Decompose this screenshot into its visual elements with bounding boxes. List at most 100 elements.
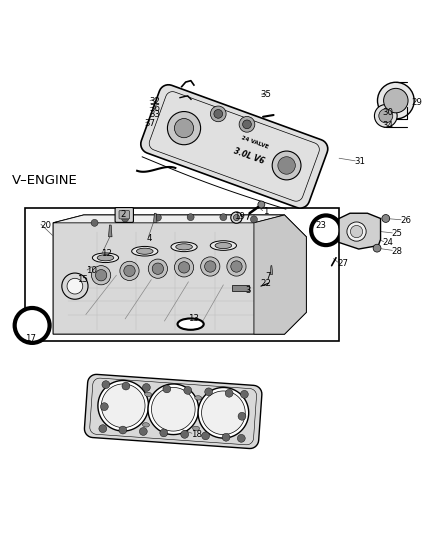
Circle shape (152, 263, 163, 274)
Circle shape (379, 109, 393, 123)
Circle shape (222, 433, 230, 441)
Circle shape (278, 157, 295, 174)
Circle shape (225, 389, 233, 397)
Text: 29: 29 (411, 98, 422, 107)
Text: 20: 20 (40, 221, 51, 230)
Text: 30: 30 (383, 108, 394, 117)
Circle shape (210, 106, 226, 122)
Polygon shape (85, 374, 262, 448)
Circle shape (154, 214, 161, 221)
Circle shape (119, 426, 127, 434)
Bar (25, 207, 339, 341)
Circle shape (201, 257, 220, 276)
Text: V–ENGINE: V–ENGINE (12, 174, 78, 187)
Polygon shape (101, 384, 145, 427)
Circle shape (231, 212, 242, 223)
Text: 15: 15 (77, 275, 88, 284)
Text: 13: 13 (188, 314, 199, 324)
Polygon shape (53, 215, 285, 223)
Polygon shape (152, 387, 195, 431)
Circle shape (91, 220, 98, 227)
Ellipse shape (137, 248, 153, 254)
Ellipse shape (210, 241, 237, 251)
Circle shape (163, 385, 171, 393)
Circle shape (272, 151, 301, 180)
Circle shape (102, 381, 110, 389)
Circle shape (92, 265, 111, 285)
Circle shape (201, 432, 209, 440)
Text: 25: 25 (392, 229, 403, 238)
Circle shape (184, 386, 192, 394)
Circle shape (214, 109, 223, 118)
Text: 3: 3 (245, 286, 251, 295)
Text: 10: 10 (86, 266, 97, 276)
Circle shape (205, 388, 212, 396)
Text: 32: 32 (149, 97, 160, 106)
Ellipse shape (142, 423, 149, 427)
Polygon shape (201, 391, 245, 434)
Text: 1: 1 (263, 207, 268, 216)
Circle shape (62, 273, 88, 299)
Ellipse shape (97, 255, 114, 261)
Circle shape (178, 262, 190, 273)
Circle shape (100, 403, 108, 410)
Text: 23: 23 (315, 221, 326, 230)
Circle shape (373, 244, 381, 252)
Circle shape (120, 261, 139, 280)
Circle shape (205, 261, 216, 272)
Circle shape (251, 216, 258, 223)
Circle shape (374, 104, 397, 127)
Ellipse shape (171, 242, 197, 252)
Ellipse shape (193, 426, 200, 431)
Circle shape (122, 215, 129, 222)
Circle shape (148, 259, 167, 278)
Polygon shape (148, 384, 198, 434)
Polygon shape (270, 265, 273, 274)
Text: 28: 28 (392, 247, 403, 256)
Polygon shape (198, 387, 249, 438)
Ellipse shape (92, 253, 119, 263)
Text: 36: 36 (149, 104, 160, 113)
Circle shape (167, 111, 201, 145)
Text: 18: 18 (191, 430, 201, 439)
Circle shape (122, 382, 130, 390)
Text: 3.0L V6: 3.0L V6 (233, 147, 266, 166)
Circle shape (243, 120, 251, 128)
Circle shape (181, 431, 189, 438)
Circle shape (139, 427, 147, 435)
Text: 19: 19 (234, 212, 245, 221)
Circle shape (220, 214, 227, 221)
Circle shape (238, 413, 246, 420)
Polygon shape (339, 213, 381, 249)
Circle shape (350, 225, 363, 238)
Polygon shape (53, 215, 306, 334)
Text: 35: 35 (261, 91, 272, 100)
Text: 27: 27 (337, 259, 348, 268)
Ellipse shape (132, 246, 158, 256)
Circle shape (382, 215, 390, 222)
Text: 34: 34 (383, 122, 394, 131)
Ellipse shape (215, 243, 232, 248)
Circle shape (384, 88, 408, 113)
Polygon shape (109, 225, 112, 237)
Circle shape (347, 222, 366, 241)
Text: 17: 17 (25, 334, 36, 343)
Circle shape (231, 261, 242, 272)
Circle shape (187, 214, 194, 221)
Circle shape (95, 270, 107, 281)
Text: 33: 33 (149, 110, 160, 119)
Circle shape (239, 117, 255, 132)
Text: 7: 7 (265, 272, 270, 280)
Text: 24: 24 (383, 238, 394, 247)
Polygon shape (98, 381, 148, 431)
Text: 31: 31 (354, 157, 365, 166)
FancyBboxPatch shape (115, 207, 134, 222)
Circle shape (67, 278, 83, 294)
Text: 37: 37 (145, 119, 156, 128)
Polygon shape (153, 213, 157, 222)
Circle shape (174, 118, 194, 138)
Text: 26: 26 (400, 216, 411, 225)
Circle shape (99, 425, 107, 433)
Text: 24 VALVE: 24 VALVE (240, 135, 268, 149)
Circle shape (124, 265, 135, 277)
